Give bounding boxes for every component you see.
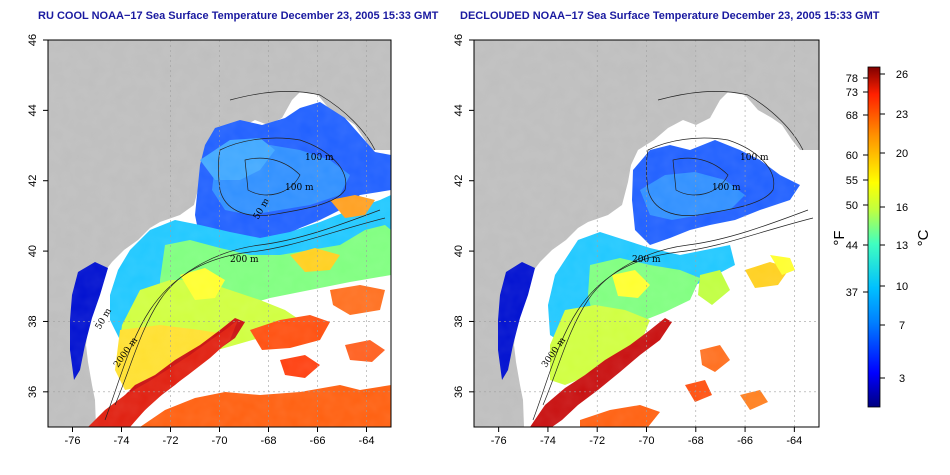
colorbar-label-c: 3 <box>899 373 905 385</box>
x-tick-label: -72 <box>163 435 179 447</box>
panel-left-title: RU COOL NOAA−17 Sea Surface Temperature … <box>38 10 439 22</box>
y-tick-label: 38 <box>453 315 465 327</box>
colorbar-label-f: 37 <box>846 287 858 299</box>
y-tick-label: 38 <box>27 315 39 327</box>
x-tick-label: -74 <box>114 435 130 447</box>
x-tick-label: -66 <box>310 435 326 447</box>
grid-lines <box>48 40 391 427</box>
contour-label: 100 m <box>285 183 314 193</box>
y-tick-label: 40 <box>27 245 39 257</box>
colorbar-label-c: 7 <box>899 320 905 332</box>
bathymetry-contours <box>104 91 386 421</box>
bathymetry-contours <box>532 91 814 421</box>
colorbar-label-f: 78 <box>846 73 858 85</box>
x-tick-label: -76 <box>65 435 81 447</box>
colorbar-label-c: 26 <box>896 69 908 81</box>
colorbar-unit-fahrenheit: °F <box>831 230 848 245</box>
colorbar-label-f: 68 <box>846 110 858 122</box>
y-tick-label: 42 <box>27 175 39 187</box>
x-tick-label: -72 <box>589 435 605 447</box>
colorbar-label-f: 44 <box>846 240 858 252</box>
y-tick-label: 44 <box>27 104 39 116</box>
colorbar-label-c: 20 <box>896 148 908 160</box>
contour-label: 200 m <box>230 255 259 265</box>
y-tick-label: 40 <box>453 245 465 257</box>
colorbar-unit-celsius: °C <box>915 229 932 246</box>
colorbar-label-c: 16 <box>896 202 908 214</box>
contour-label: 100 m <box>740 153 769 163</box>
sst-field <box>48 40 391 427</box>
colorbar <box>867 66 881 408</box>
y-tick-label: 46 <box>453 34 465 46</box>
colorbar-label-f: 55 <box>846 175 858 187</box>
x-tick-label: -68 <box>688 435 704 447</box>
panel-left-map: 100 m 100 m 50 m 200 m 50 m 2000 m <box>48 40 391 427</box>
x-tick-label: -76 <box>491 435 507 447</box>
colorbar-label-f: 60 <box>846 150 858 162</box>
colorbar-label-f: 50 <box>846 200 858 212</box>
y-tick-label: 44 <box>453 104 465 116</box>
x-tick-label: -68 <box>261 435 277 447</box>
sst-field <box>474 40 819 427</box>
y-tick-label: 36 <box>453 386 465 398</box>
panel-left-axes: -76 -74 -72 -70 -68 -66 -64 36 38 40 42 44 46 <box>27 34 374 447</box>
panel-right-axes: -76 -74 -72 -70 -68 -66 -64 36 38 40 42 44 46 <box>453 34 802 447</box>
panel-right-map: 100 m 100 m 200 m 3000 m <box>474 40 819 427</box>
panel-right-title: DECLOUDED NOAA−17 Sea Surface Temperatur… <box>460 10 880 22</box>
x-tick-label: -70 <box>639 435 655 447</box>
x-tick-label: -64 <box>359 435 375 447</box>
colorbar-label-c: 10 <box>896 281 908 293</box>
x-tick-label: -74 <box>540 435 556 447</box>
contour-label: 100 m <box>712 183 741 193</box>
colorbar-label-c: 23 <box>896 109 908 121</box>
contour-label: 100 m <box>305 153 334 163</box>
x-tick-label: -70 <box>212 435 228 447</box>
y-tick-label: 42 <box>453 175 465 187</box>
y-tick-label: 46 <box>27 34 39 46</box>
x-tick-label: -66 <box>737 435 753 447</box>
x-tick-label: -64 <box>786 435 802 447</box>
colorbar-label-f: 73 <box>846 87 858 99</box>
colorbar-label-c: 13 <box>896 240 908 252</box>
y-tick-label: 36 <box>27 386 39 398</box>
